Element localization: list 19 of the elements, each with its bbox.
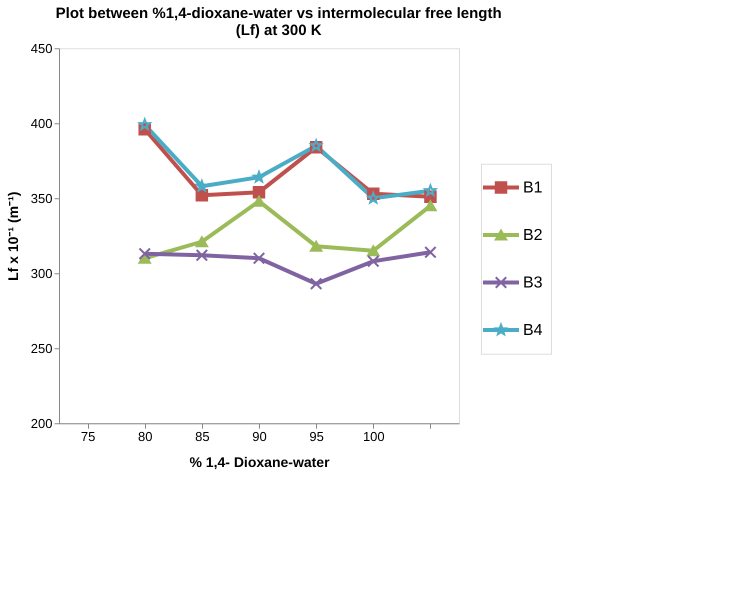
y-tick-label: 400 (30, 116, 52, 131)
y-tick-label: 300 (30, 266, 52, 281)
y-tick-label: 200 (30, 416, 52, 431)
x-tick-label: 85 (195, 428, 210, 444)
y-tick-label: 350 (30, 190, 52, 206)
chart-title: Plot between %1,4-dioxane-water vs intermolecular free length (Lf) at 300 K (56, 4, 502, 39)
legend-label: B1 (523, 180, 543, 196)
x-tick-label: 95 (309, 428, 324, 444)
y-axis-title: Lf x 10⁻¹ (m⁻¹) (4, 192, 21, 281)
x-tick-label: 80 (138, 428, 152, 444)
x-tick-label: 100 (362, 428, 385, 444)
x-tick-label: 90 (252, 428, 267, 444)
x-axis-title: % 1,4- Dioxane-water (189, 454, 330, 470)
legend-label: B4 (523, 322, 543, 339)
legend-label: B3 (523, 274, 543, 292)
y-tick-label: 250 (30, 340, 52, 356)
x-tick-label: 75 (80, 428, 96, 444)
legend-label: B2 (523, 227, 543, 244)
y-tick-label: 450 (30, 40, 52, 56)
